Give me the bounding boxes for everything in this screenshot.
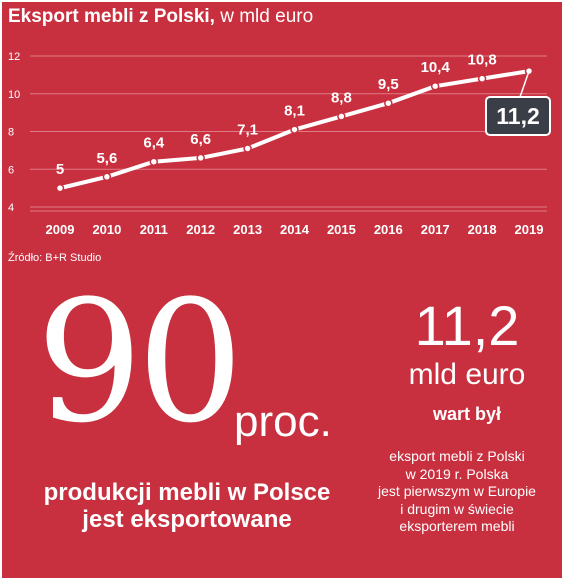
desc-line: i drugim w świecie	[400, 500, 514, 517]
desc-line: w 2019 r. Polska	[405, 465, 509, 482]
line-chart: 4 6 8 10 12 2009 2010 2011 2012 2013 2014 2015 2016 2…	[8, 51, 551, 237]
x-tick-label: 2018	[468, 222, 497, 237]
x-tick-label: 2017	[421, 222, 450, 237]
x-tick-label: 2009	[46, 222, 75, 237]
x-tick-label: 2011	[140, 222, 168, 237]
data-point	[477, 74, 487, 83]
data-label: 8,1	[284, 103, 305, 120]
value-description: eksport mebli z Polski w 2019 r. Polska …	[357, 448, 557, 536]
data-point	[196, 153, 205, 163]
y-tick-label: 8	[8, 127, 14, 139]
data-label: 6,4	[143, 135, 165, 152]
desc-line: eksport mebli z Polski	[389, 448, 525, 464]
data-label: 10,8	[467, 52, 496, 69]
data-point	[243, 144, 252, 153]
y-tick-label: 12	[8, 51, 20, 63]
desc-line: jest pierwszym w Europie	[378, 483, 536, 499]
big-percentage: 90	[36, 264, 244, 460]
y-tick-label: 6	[8, 164, 14, 176]
data-point	[149, 157, 159, 166]
data-label: 8,8	[331, 89, 352, 106]
x-tick-label: 2016	[374, 222, 403, 237]
percentage-caption-line1: produkcji mebli w Polsce	[43, 479, 331, 506]
highlight-connector	[519, 70, 530, 98]
data-point	[102, 172, 112, 182]
percentage-caption-line2: jest eksportowane	[82, 505, 292, 533]
x-tick-label: 2019	[515, 222, 544, 237]
data-label: 7,1	[237, 121, 258, 138]
data-label: 5	[56, 161, 64, 178]
x-tick-label: 2010	[92, 222, 121, 237]
x-tick-label: 2014	[280, 222, 310, 237]
highlight-box	[485, 96, 551, 136]
data-point	[290, 125, 299, 134]
y-tick-label: 10	[8, 89, 20, 101]
data-label: 10,4	[421, 59, 451, 76]
data-label: 5,6	[96, 150, 117, 167]
chart-title-bold: Eksport mebli z Polski,	[8, 6, 215, 27]
chart-title-rest: w mld euro	[214, 6, 314, 27]
desc-line: eksporterem mebli	[399, 518, 515, 534]
highlight-label: 11,2	[496, 103, 540, 129]
percentage-unit: proc.	[234, 397, 332, 446]
data-label: 6,6	[190, 131, 211, 148]
x-tick-label: 2015	[327, 222, 356, 237]
x-tick-label: 2013	[233, 222, 262, 237]
data-point	[337, 112, 346, 121]
chart-title: Eksport mebli z Polski, w mld euro	[8, 6, 313, 28]
data-label: 9,5	[378, 76, 399, 93]
value-unit: mld euro	[408, 358, 526, 391]
data-point	[384, 98, 393, 108]
y-tick-label: 4	[8, 202, 14, 214]
x-tick-label: 2012	[186, 222, 215, 237]
big-value: 11,2	[414, 294, 520, 357]
source-note: Źródło: B+R Studio	[8, 252, 102, 264]
value-phrase: wart był	[432, 404, 502, 424]
data-point	[430, 81, 440, 91]
percentage-caption: produkcji mebli w Polsce jest eksportowa…	[22, 479, 352, 534]
data-point	[55, 183, 65, 193]
